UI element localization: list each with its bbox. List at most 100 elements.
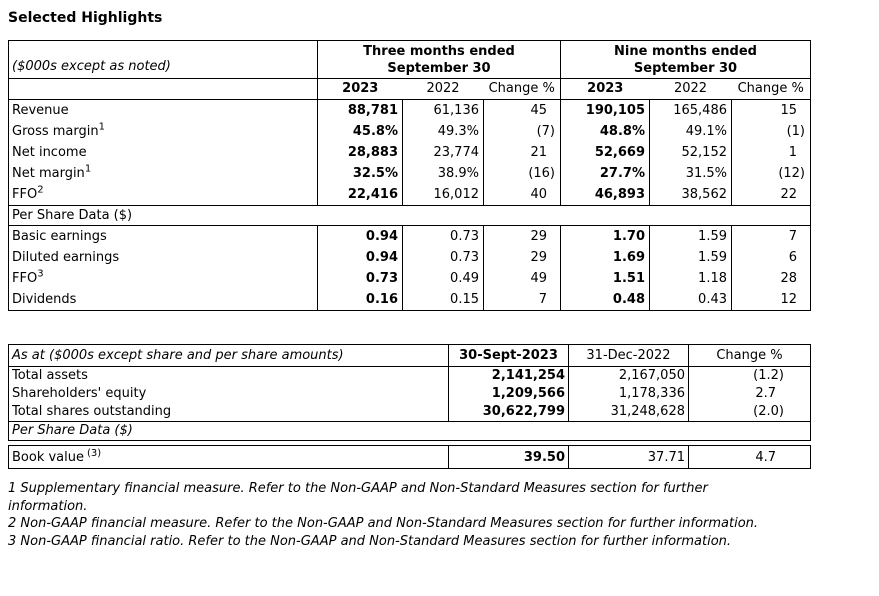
- value-cell: 1.59: [649, 225, 732, 247]
- col-header-2023: 2023: [560, 78, 650, 100]
- value-cell: 88,781: [317, 99, 403, 121]
- value-cell: 1.51: [560, 268, 650, 289]
- value-cell: 0.43: [649, 289, 732, 311]
- value-cell: 22,416: [317, 184, 403, 206]
- table-row: Net margin1 32.5% 38.9% (16) 27.7% 31.5%…: [9, 163, 811, 184]
- change-cell: 12: [731, 289, 811, 311]
- section-row: Per Share Data ($): [9, 422, 811, 441]
- row-label-superscript: (3): [87, 447, 102, 459]
- value-cell: 52,152: [649, 142, 732, 163]
- change-cell: (1.2): [688, 366, 811, 385]
- change-cell: 28: [731, 268, 811, 289]
- change-cell: 4.7: [688, 445, 811, 469]
- table-row: Gross margin1 45.8% 49.3% (7) 48.8% 49.1…: [9, 121, 811, 142]
- value-cell: 49.3%: [402, 121, 484, 142]
- table-row: Shareholders' equity 1,209,566 1,178,336…: [9, 385, 811, 403]
- value-cell: 46,893: [560, 184, 650, 206]
- table-units-caption: As at ($000s except share and per share …: [8, 344, 449, 367]
- value-cell: 38.9%: [402, 163, 484, 184]
- value-cell: 1,209,566: [448, 385, 569, 403]
- value-cell: 0.16: [317, 289, 403, 311]
- value-cell: 52,669: [560, 142, 650, 163]
- value-cell: 38,562: [649, 184, 732, 206]
- table-units-caption: ($000s except as noted): [8, 40, 318, 79]
- section-row: Per Share Data ($): [8, 205, 811, 226]
- value-cell: 0.94: [317, 247, 403, 268]
- change-cell: 22: [731, 184, 811, 206]
- row-label-superscript: 3: [37, 268, 44, 280]
- change-cell: (16): [483, 163, 561, 184]
- value-cell: 28,883: [317, 142, 403, 163]
- row-label: Total shares outstanding: [8, 403, 449, 422]
- value-cell: 0.73: [402, 247, 484, 268]
- change-cell: 40: [483, 184, 561, 206]
- row-label: Revenue: [12, 103, 69, 118]
- empty-header-cell: [8, 78, 318, 100]
- change-cell: 15: [731, 99, 811, 121]
- table-row: Revenue 88,781 61,136 45 190,105 165,486…: [9, 99, 811, 121]
- table-row: FFO3 0.73 0.49 49 1.51 1.18 28: [9, 268, 811, 289]
- col-header-2023: 2023: [317, 78, 403, 100]
- change-cell: 49: [483, 268, 561, 289]
- page-title: Selected Highlights: [8, 10, 163, 26]
- value-cell: 1.70: [560, 225, 650, 247]
- table-row: Basic earnings 0.94 0.73 29 1.70 1.59 7: [9, 225, 811, 247]
- change-cell: (7): [483, 121, 561, 142]
- row-label-superscript: 1: [98, 121, 105, 133]
- change-cell: (12): [731, 163, 811, 184]
- col-header-sept-2023: 30-Sept-2023: [448, 344, 569, 367]
- change-cell: 2.7: [688, 385, 811, 403]
- col-header-change: Change %: [688, 344, 811, 367]
- change-cell: (1): [731, 121, 811, 142]
- value-cell: 0.48: [560, 289, 650, 311]
- value-cell: 2,141,254: [448, 366, 569, 385]
- balance-table: As at ($000s except share and per share …: [8, 344, 811, 441]
- col-header-2022: 2022: [649, 78, 732, 100]
- col-header-change: Change %: [731, 78, 811, 100]
- table-row: Net income 28,883 23,774 21 52,669 52,15…: [9, 142, 811, 163]
- row-label: Basic earnings: [12, 229, 107, 244]
- change-cell: 29: [483, 247, 561, 268]
- value-cell: 1.69: [560, 247, 650, 268]
- row-label: Book value (3): [12, 447, 102, 465]
- value-cell: 1,178,336: [568, 385, 689, 403]
- change-cell: 21: [483, 142, 561, 163]
- value-cell: 32.5%: [317, 163, 403, 184]
- table-row: FFO2 22,416 16,012 40 46,893 38,562 22: [9, 184, 811, 206]
- value-cell: 1.18: [649, 268, 732, 289]
- row-label: Gross margin1: [12, 121, 105, 139]
- value-cell: 31.5%: [649, 163, 732, 184]
- row-label: Diluted earnings: [12, 250, 120, 265]
- value-cell: 0.94: [317, 225, 403, 247]
- change-cell: 7: [483, 289, 561, 311]
- table-row: Total assets 2,141,254 2,167,050 (1.2): [9, 366, 811, 385]
- footnote-2: 2 Non-GAAP financial measure. Refer to t…: [8, 516, 759, 531]
- table-row: Dividends 0.16 0.15 7 0.48 0.43 12: [9, 289, 811, 311]
- row-label: Net margin1: [12, 163, 92, 181]
- value-cell: 0.73: [402, 225, 484, 247]
- value-cell: 27.7%: [560, 163, 650, 184]
- row-label: Shareholders' equity: [12, 386, 147, 401]
- change-cell: 29: [483, 225, 561, 247]
- book-value-row: Book value (3) 39.50 37.71 4.7: [9, 445, 811, 469]
- table-row: Diluted earnings 0.94 0.73 29 1.69 1.59 …: [9, 247, 811, 268]
- book-value-table: Book value (3) 39.50 37.71 4.7: [8, 445, 811, 469]
- value-cell: 16,012: [402, 184, 484, 206]
- header-row-periods: ($000s except as noted) Three months end…: [8, 40, 811, 79]
- header-row-years: 2023 2022 Change % 2023 2022 Change %: [8, 78, 811, 100]
- value-cell: 1.59: [649, 247, 732, 268]
- value-cell: 39.50: [448, 445, 569, 469]
- footnotes: 1 Supplementary financial measure. Refer…: [8, 480, 763, 550]
- value-cell: 48.8%: [560, 121, 650, 142]
- change-cell: 6: [731, 247, 811, 268]
- row-label: FFO2: [12, 184, 44, 202]
- value-cell: 31,248,628: [568, 403, 689, 422]
- document-page: Selected Highlights ($000s except as not…: [8, 10, 811, 550]
- value-cell: 30,622,799: [448, 403, 569, 422]
- footnote-3: 3 Non-GAAP financial ratio. Refer to the…: [8, 533, 732, 549]
- change-cell: 7: [731, 225, 811, 247]
- section-header: Per Share Data ($): [12, 423, 133, 438]
- row-label: Total assets: [12, 368, 88, 383]
- change-cell: 1: [731, 142, 811, 163]
- value-cell: 0.49: [402, 268, 484, 289]
